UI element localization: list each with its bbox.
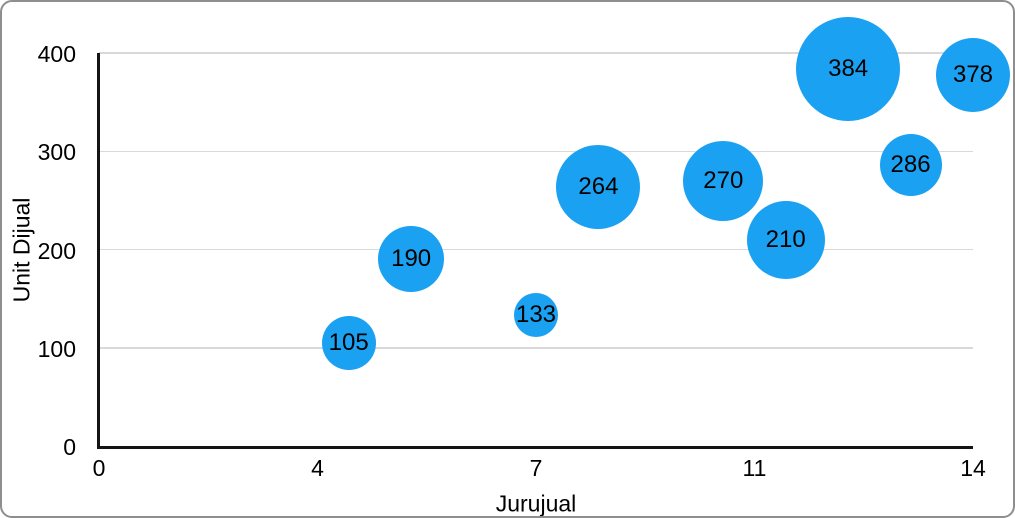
plot-area: 105 190 133 264 270 210 384 286 378 <box>97 16 1010 449</box>
x-tick-label-7: 7 <box>529 455 543 481</box>
y-tick-label-100: 100 <box>37 335 76 362</box>
bubble-value-label: 384 <box>828 54 869 82</box>
bubble-210[interactable]: 210 <box>746 200 825 279</box>
x-tick-label-11: 11 <box>742 455 767 481</box>
y-tick-label-200: 200 <box>37 237 76 264</box>
x-tick-label-4: 4 <box>311 455 324 481</box>
bubble-value-label: 105 <box>328 328 369 356</box>
gridline-y-100 <box>99 347 973 349</box>
bubble-378[interactable]: 378 <box>936 37 1010 112</box>
x-axis-line <box>97 446 973 449</box>
bubble-286[interactable]: 286 <box>879 134 942 196</box>
bubble-value-label: 210 <box>765 225 806 253</box>
bubble-133[interactable]: 133 <box>514 293 558 338</box>
bubble-value-label: 264 <box>578 172 619 200</box>
y-tick-label-300: 300 <box>37 139 76 166</box>
x-tick-label-14: 14 <box>960 455 986 481</box>
bubble-190[interactable]: 190 <box>378 226 445 293</box>
y-tick-label-400: 400 <box>37 41 76 67</box>
bubble-value-label: 133 <box>515 301 557 329</box>
bubble-value-label: 378 <box>952 60 994 88</box>
bubble-value-label: 286 <box>890 151 931 178</box>
bubble-value-label: 190 <box>391 245 432 273</box>
gridline-y-400 <box>99 52 973 54</box>
bubble-264[interactable]: 264 <box>556 144 641 229</box>
bubble-105[interactable]: 105 <box>321 315 376 370</box>
gridline-y-200 <box>99 248 973 251</box>
x-tick-label-0: 0 <box>92 455 106 481</box>
gridline-y-300 <box>99 150 973 152</box>
y-axis-line <box>97 53 100 449</box>
y-tick-label-0: 0 <box>63 434 76 460</box>
bubble-384[interactable]: 384 <box>796 16 901 121</box>
bubble-value-label: 270 <box>703 166 744 194</box>
x-axis-title: Jurujual <box>495 490 577 517</box>
bubble-270[interactable]: 270 <box>683 140 764 221</box>
